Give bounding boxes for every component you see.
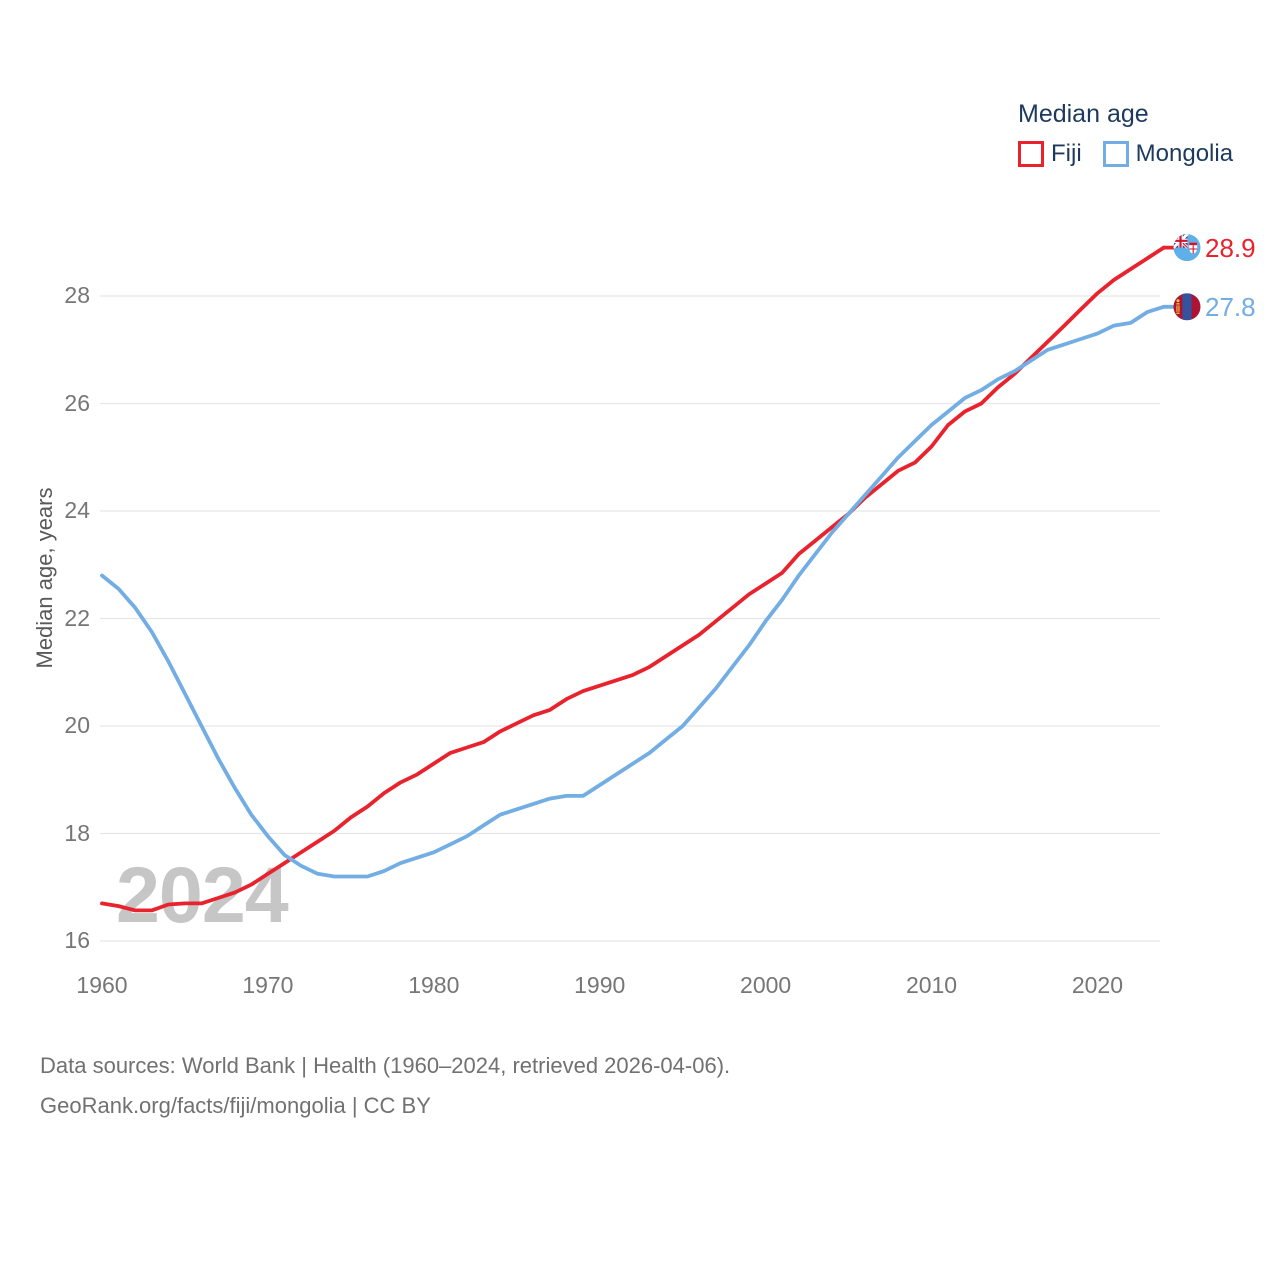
watermark-text: 2024	[116, 850, 289, 939]
attribution-text: GeoRank.org/facts/fiji/mongolia | CC BY	[40, 1093, 431, 1118]
x-tick-label: 2000	[740, 972, 792, 998]
data-sources-text: Data sources: World Bank | Health (1960–…	[40, 1053, 731, 1078]
y-tick-label: 24	[64, 497, 90, 523]
legend-title: Median age	[1018, 100, 1149, 128]
mongolia-line	[100, 304, 1166, 879]
legend-label-mongolia: Mongolia	[1135, 140, 1234, 167]
x-tick-label: 2020	[1071, 972, 1124, 998]
y-tick-label: 20	[64, 712, 90, 738]
series-lines	[100, 245, 1180, 913]
legend-items: Fiji Mongolia	[1018, 140, 1233, 168]
legend: Median age Fiji Mongolia	[1018, 100, 1233, 168]
fiji-flag-icon	[1173, 234, 1201, 262]
mongolia-end-value: 27.8	[1205, 291, 1256, 322]
fiji-swatch	[1018, 141, 1044, 167]
y-tick-label: 28	[64, 282, 90, 308]
x-tick-label: 1980	[408, 972, 460, 998]
gridlines	[100, 295, 1160, 942]
x-tick-label: 1960	[76, 972, 128, 998]
legend-item-fiji[interactable]: Fiji	[1018, 140, 1082, 168]
legend-item-mongolia[interactable]: Mongolia	[1102, 140, 1234, 168]
fiji-end-value: 28.9	[1205, 232, 1256, 263]
y-tick-label: 16	[64, 927, 90, 953]
fiji-line	[100, 245, 1166, 913]
x-tick-label: 2010	[905, 972, 958, 998]
footer: Data sources: World Bank | Health (1960–…	[40, 1046, 730, 1126]
x-tick-label: 1970	[242, 972, 294, 998]
mongolia-flag-icon	[1173, 293, 1201, 321]
legend-label-fiji: Fiji	[1051, 140, 1082, 167]
y-tick-label: 18	[64, 819, 90, 846]
mongolia-swatch	[1102, 141, 1129, 167]
x-tick-label: 1990	[574, 972, 626, 998]
y-tick-label: 26	[64, 389, 90, 416]
y-tick-label: 22	[64, 604, 90, 631]
